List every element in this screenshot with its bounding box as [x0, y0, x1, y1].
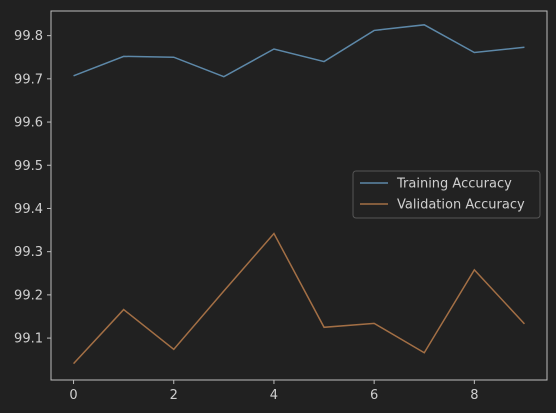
x-tick-label: 6	[370, 388, 378, 403]
y-axis: 99.1 99.2 99.3 99.4 99.5 99.6 99.7 99.8	[14, 29, 51, 347]
x-tick-label: 8	[470, 388, 478, 403]
x-axis: 0 2 4 6 8	[69, 380, 478, 403]
y-tick-label: 99.1	[14, 332, 43, 347]
legend-label: Validation Accuracy	[397, 198, 525, 213]
x-tick-label: 0	[69, 388, 77, 403]
legend-label: Training Accuracy	[396, 177, 512, 192]
y-tick-label: 99.4	[14, 202, 43, 217]
series-0	[73, 24, 525, 78]
x-tick-label: 4	[270, 388, 278, 403]
y-tick-label: 99.3	[14, 245, 43, 260]
series-layer	[73, 24, 525, 365]
plot-frame	[50, 10, 548, 381]
y-tick-label: 99.5	[14, 159, 43, 174]
x-tick-label: 2	[170, 388, 178, 403]
legend-item-0: Training Accuracy	[360, 177, 512, 192]
legend: Training Accuracy Validation Accuracy	[352, 170, 541, 219]
legend-item-1: Validation Accuracy	[360, 198, 525, 213]
legend-box	[352, 170, 541, 219]
y-tick-label: 99.6	[14, 116, 43, 131]
y-tick-label: 99.7	[14, 72, 43, 87]
series-line-1	[73, 232, 525, 365]
series-1	[73, 232, 525, 365]
series-line-0	[73, 24, 525, 78]
y-tick-label: 99.8	[14, 29, 43, 44]
y-tick-label: 99.2	[14, 288, 43, 303]
